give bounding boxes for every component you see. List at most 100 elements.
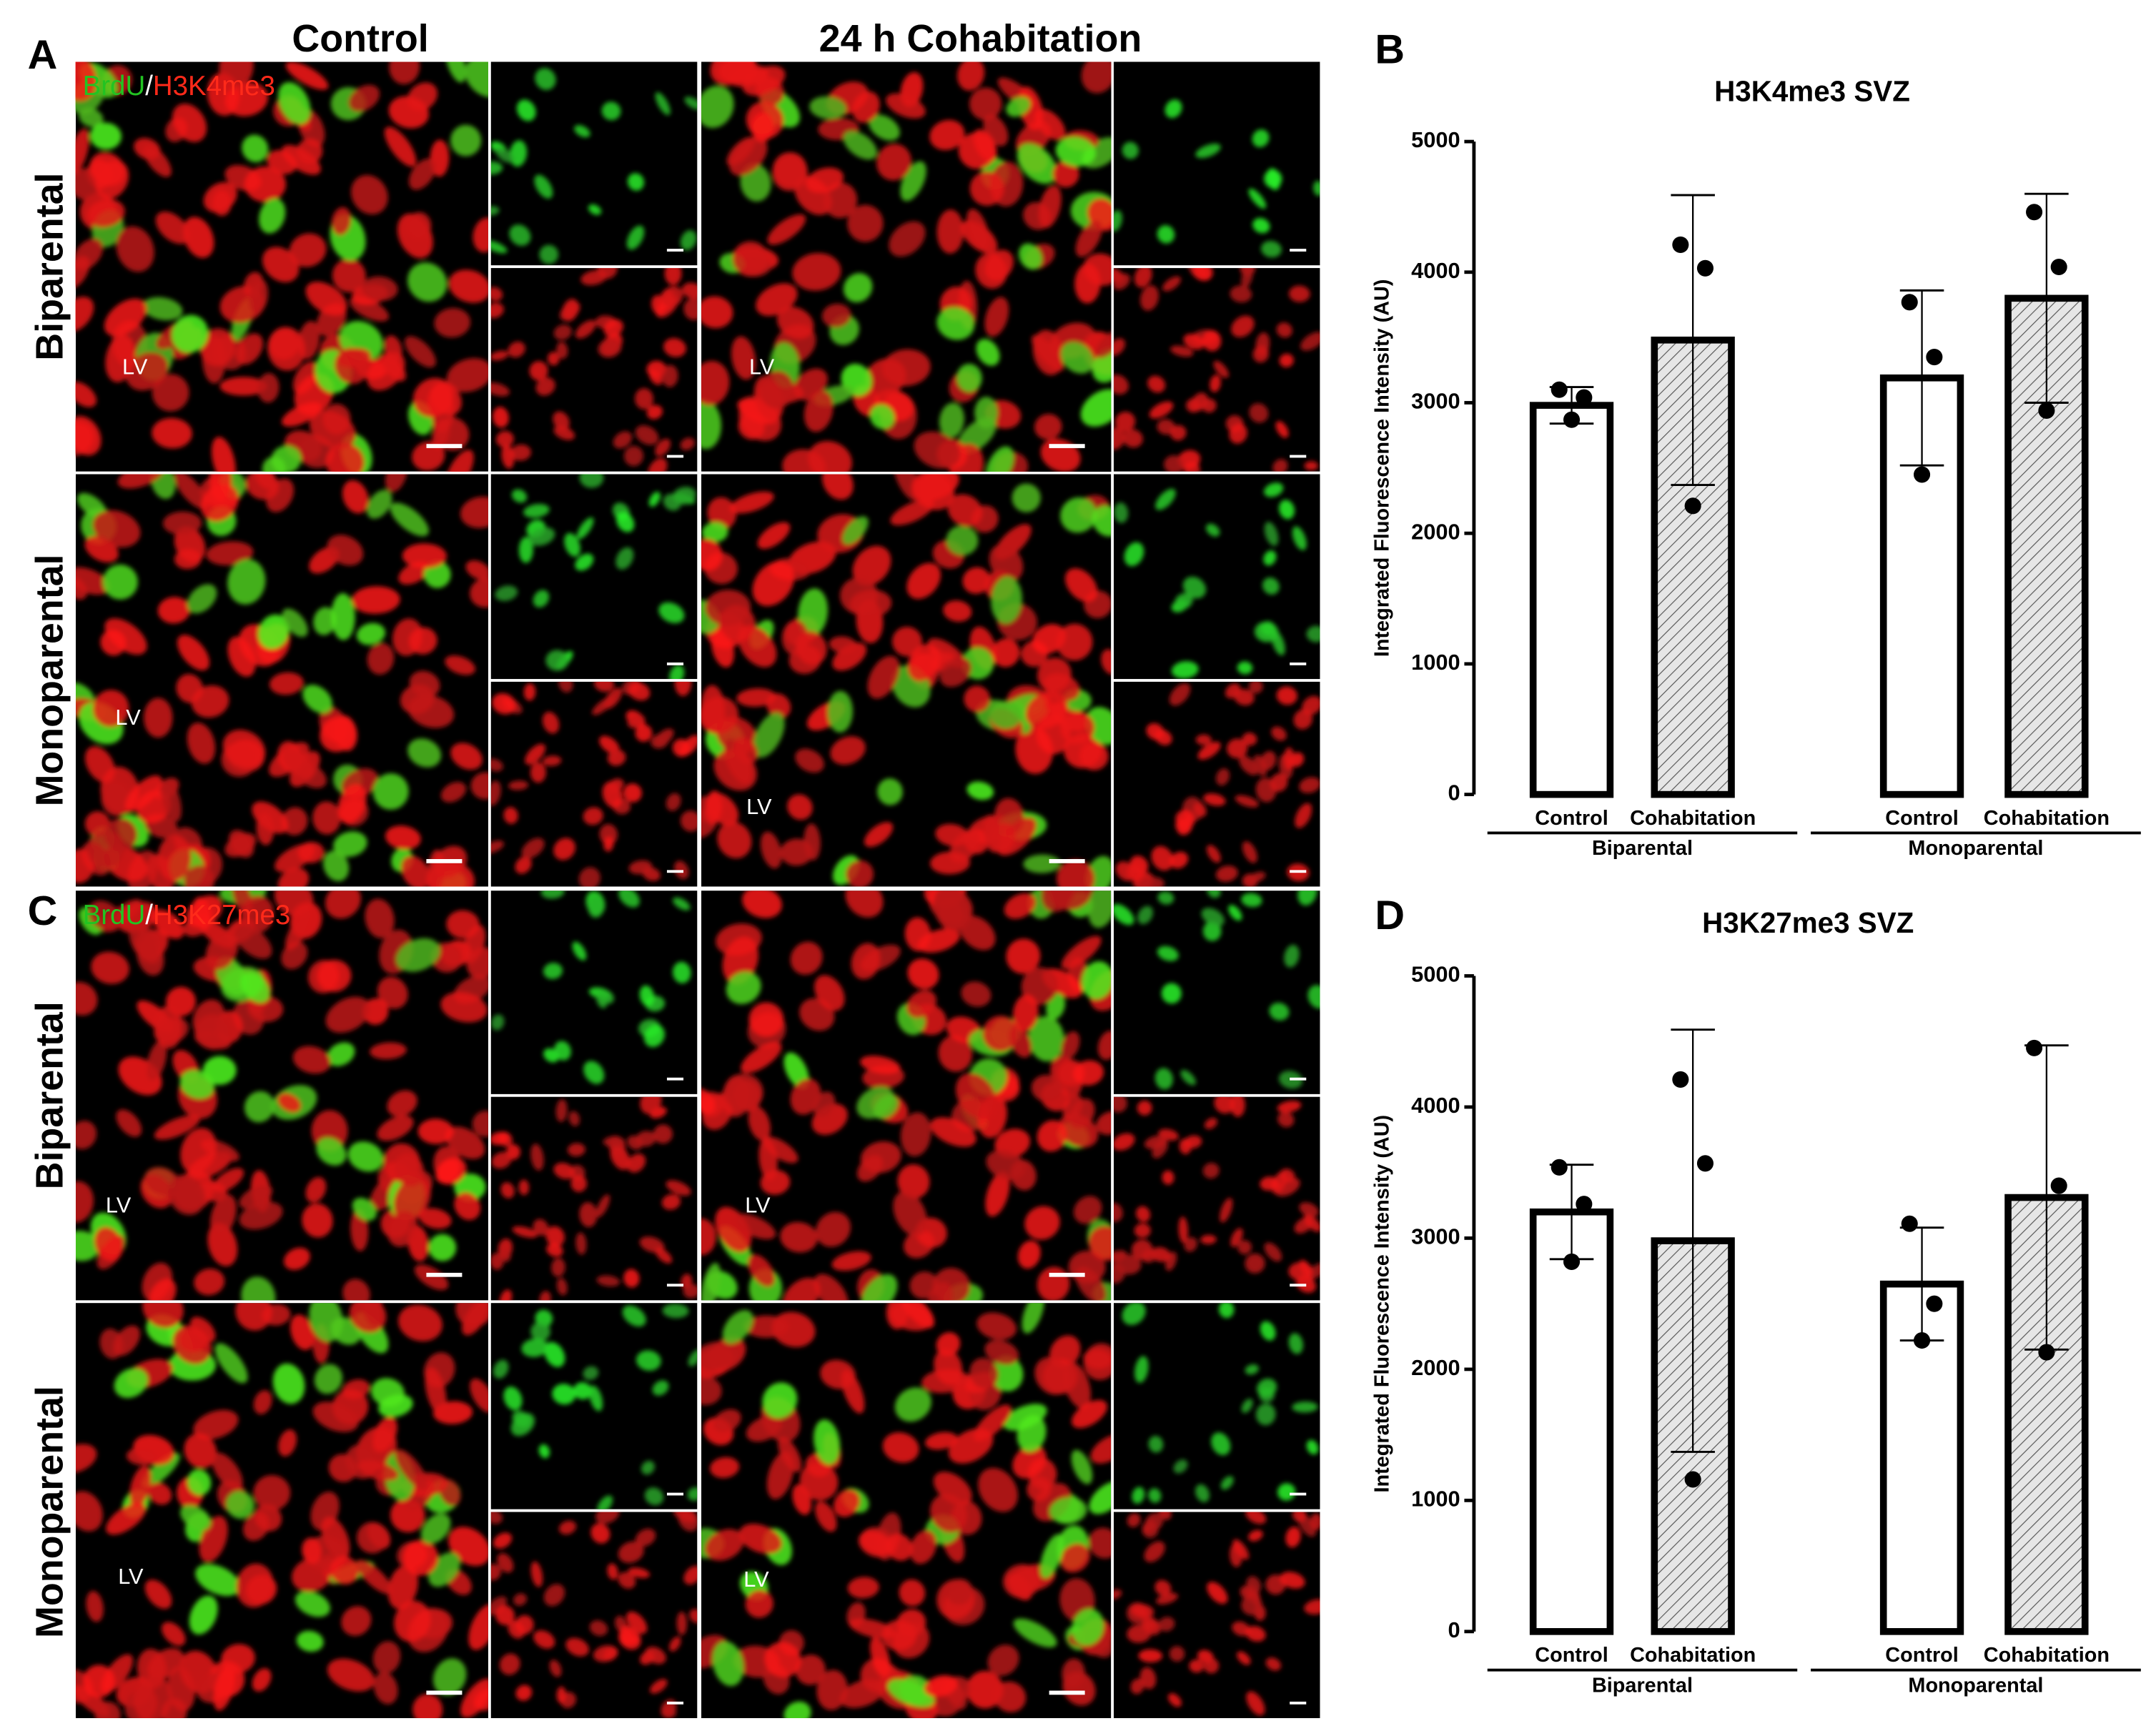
cell: [869, 404, 895, 430]
cell: [573, 1382, 592, 1400]
cell: [1073, 1060, 1104, 1086]
cell: [253, 1390, 272, 1414]
cell: [651, 734, 668, 749]
cell: [701, 360, 730, 406]
cell: [174, 548, 202, 570]
cell: [499, 1653, 520, 1675]
cell: [163, 511, 202, 535]
cell: [881, 349, 931, 387]
cell: [615, 547, 634, 570]
cell: [1154, 729, 1172, 745]
cell: [783, 1701, 811, 1718]
cell: [766, 693, 791, 719]
cell: [966, 1670, 1004, 1709]
cell: [194, 1014, 232, 1050]
cell: [843, 130, 877, 160]
micrograph: [490, 1512, 698, 1718]
cell: [901, 1303, 935, 1329]
cell: [75, 575, 87, 600]
cell: [1232, 1621, 1250, 1637]
cell: [1114, 375, 1129, 395]
cell: [372, 1641, 401, 1674]
cell: [314, 1364, 343, 1394]
cell: [723, 1073, 763, 1111]
cell: [161, 780, 182, 822]
cell: [1220, 1198, 1233, 1223]
cell: [333, 715, 357, 751]
cell: [1135, 1206, 1151, 1222]
cell: [1114, 1250, 1127, 1263]
scale-bar: [666, 1492, 684, 1496]
cell: [490, 1131, 509, 1146]
y-tick-label: 3000: [1411, 1224, 1460, 1249]
cell: [886, 1533, 913, 1561]
cell: [1132, 1487, 1145, 1504]
cell: [870, 1637, 891, 1677]
cell: [1260, 750, 1277, 770]
cell: [752, 561, 795, 607]
scale-bar: [1290, 870, 1307, 873]
micrograph-bg: [1114, 1096, 1320, 1301]
data-point: [1696, 259, 1714, 277]
cell: [858, 1530, 892, 1557]
cell: [385, 825, 421, 850]
data-point: [1901, 1215, 1918, 1232]
cell: [490, 758, 503, 772]
cell: [738, 1524, 783, 1554]
cell: [1206, 845, 1221, 863]
cell: [1169, 1646, 1185, 1662]
cell: [1092, 505, 1112, 537]
cell: [626, 225, 645, 250]
cell: [893, 1191, 927, 1236]
cell: [861, 1274, 898, 1301]
cell: [157, 597, 191, 624]
cell: [1158, 1617, 1175, 1632]
cell: [1182, 576, 1207, 599]
cell: [509, 224, 531, 246]
cell: [1180, 1070, 1196, 1086]
cell: [1114, 903, 1134, 926]
cell: [473, 217, 488, 253]
cell: [806, 167, 844, 194]
data-point: [2026, 1039, 2043, 1056]
cell: [334, 347, 369, 385]
cells: [490, 68, 698, 264]
cell: [89, 122, 122, 150]
cell: [829, 636, 857, 653]
cell: [648, 492, 661, 507]
cell: [1138, 1649, 1163, 1663]
cell: [104, 618, 147, 655]
cell: [635, 425, 659, 445]
cell: [932, 1268, 971, 1301]
cells: [1122, 1303, 1319, 1504]
cell: [1230, 1096, 1245, 1117]
cell: [598, 338, 622, 358]
cell: [1292, 1512, 1307, 1522]
cell: [831, 1251, 871, 1271]
cell: [551, 1258, 565, 1277]
cell: [284, 1247, 310, 1270]
cell: [553, 324, 572, 340]
cells: [1114, 891, 1320, 1090]
row-label: Biparental: [29, 1001, 71, 1189]
cell: [1157, 419, 1175, 435]
cell: [75, 982, 98, 1016]
cell: [751, 111, 774, 142]
cell: [1245, 1512, 1267, 1524]
cell: [377, 1115, 414, 1141]
cell: [1139, 1667, 1157, 1690]
cell: [553, 411, 570, 431]
cell: [259, 198, 286, 234]
cell: [1081, 961, 1112, 1000]
cell: [701, 85, 734, 128]
cell: [1265, 1657, 1282, 1671]
cell: [933, 891, 971, 932]
cell: [394, 1600, 431, 1642]
cell: [493, 1532, 513, 1549]
cell: [1037, 1120, 1067, 1152]
cell: [1200, 1234, 1217, 1244]
cell: [575, 319, 596, 339]
cell: [1064, 568, 1098, 602]
cell: [628, 860, 653, 875]
cell: [760, 831, 782, 869]
